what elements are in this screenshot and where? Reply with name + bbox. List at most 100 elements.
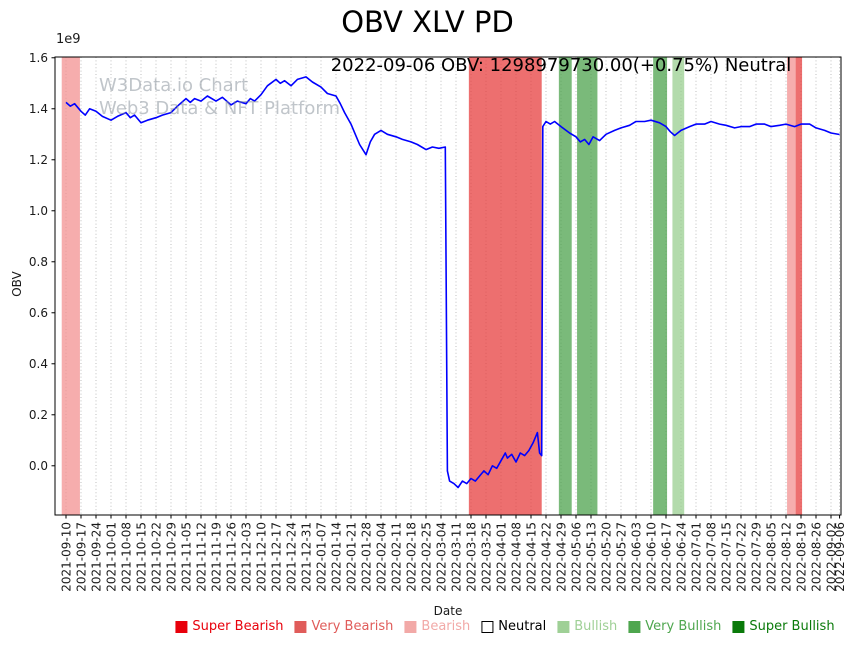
legend-swatch-bullish: [557, 620, 570, 633]
legend-swatch-very_bullish: [628, 620, 641, 633]
x-tick-label: 2021-12-31: [300, 522, 314, 592]
x-tick-label: 2022-07-08: [705, 522, 719, 592]
x-tick-label: 2022-02-04: [375, 522, 389, 592]
x-tick-label: 2022-06-10: [645, 522, 659, 592]
x-tick-label: 2021-12-17: [270, 522, 284, 592]
y-axis-title: OBV: [10, 271, 24, 297]
x-tick-label: 2021-10-29: [165, 522, 179, 592]
x-tick-label: 2021-10-22: [150, 522, 164, 592]
legend-item-super_bullish: Super Bullish: [732, 619, 835, 634]
x-tick-label: 2021-10-08: [120, 522, 134, 592]
x-tick-label: 2022-07-22: [735, 522, 749, 592]
legend-label: Super Bullish: [749, 619, 835, 634]
x-tick-label: 2021-11-19: [210, 522, 224, 592]
x-tick-label: 2022-01-21: [345, 522, 359, 592]
y-tick-label: 0.2: [29, 408, 48, 422]
legend-label: Super Bearish: [192, 619, 284, 634]
legend-swatch-neutral: [481, 620, 494, 633]
legend-label: Very Bearish: [311, 619, 394, 634]
x-tick-label: 2022-03-04: [435, 522, 449, 592]
y-axis-offset-label: 1e9: [56, 32, 81, 47]
y-tick-label: 0.8: [29, 255, 48, 269]
band-very_bullish: [558, 57, 572, 515]
legend-item-bearish: Bearish: [404, 619, 470, 634]
y-tick-label: 0.4: [29, 357, 48, 371]
x-tick-label: 2022-08-05: [765, 522, 779, 592]
x-tick-label: 2022-01-14: [330, 522, 344, 592]
watermark-line1: W3Data.io Chart: [99, 75, 249, 96]
x-tick-label: 2021-09-17: [75, 522, 89, 592]
x-tick-label: 2021-11-12: [195, 522, 209, 592]
band-bullish: [672, 57, 685, 515]
x-tick-label: 2021-10-15: [135, 522, 149, 592]
x-tick-label: 2022-05-20: [600, 522, 614, 592]
x-tick-label: 2021-09-24: [90, 522, 104, 592]
x-tick-label: 2022-02-18: [405, 522, 419, 592]
legend-swatch-very_bearish: [294, 620, 307, 633]
x-tick-label: 2022-05-06: [570, 522, 584, 592]
x-tick-label: 2022-08-19: [795, 522, 809, 592]
legend-swatch-bearish: [404, 620, 417, 633]
chart-title: OBV XLV PD: [341, 5, 514, 39]
y-tick-label: 0.6: [29, 306, 48, 320]
band-very_bearish: [795, 57, 803, 515]
band-bearish: [787, 57, 796, 515]
x-tick-label: 2022-09-06: [833, 522, 847, 592]
legend-label: Very Bullish: [645, 619, 722, 634]
x-tick-label: 2022-03-18: [465, 522, 479, 592]
watermark-line2: Web3 Data & NFT Platform: [99, 98, 341, 119]
x-tick-label: 2022-04-01: [495, 522, 509, 592]
y-tick-label: 0.0: [29, 459, 48, 473]
band-very_bullish: [653, 57, 668, 515]
legend: Super Bearish Very Bearish Bearish Neutral B…: [175, 619, 835, 634]
x-tick-label: 2021-11-26: [225, 522, 239, 592]
x-tick-label: 2022-02-25: [420, 522, 434, 592]
x-tick-label: 2022-06-03: [630, 522, 644, 592]
x-tick-label: 2022-04-08: [510, 522, 524, 592]
legend-item-bullish: Bullish: [557, 619, 617, 634]
x-tick-label: 2022-08-26: [810, 522, 824, 592]
y-tick-label: 1.4: [29, 102, 48, 116]
x-tick-label: 2021-11-05: [180, 522, 194, 592]
x-tick-label: 2022-04-22: [540, 522, 554, 592]
x-tick-label: 2021-09-10: [60, 522, 74, 592]
legend-label: Bearish: [421, 619, 471, 634]
legend-item-super_bearish: Super Bearish: [175, 619, 284, 634]
y-tick-label: 1.0: [29, 204, 48, 218]
x-tick-label: 2022-01-07: [315, 522, 329, 592]
x-tick-label: 2022-09-02: [825, 522, 839, 592]
x-tick-label: 2021-10-01: [105, 522, 119, 592]
x-tick-label: 2022-05-27: [615, 522, 629, 592]
x-tick-label: 2022-03-11: [450, 522, 464, 592]
y-tick-label: 1.6: [29, 51, 48, 65]
band-very_bearish: [468, 57, 542, 515]
x-tick-label: 2022-06-24: [675, 522, 689, 592]
x-tick-label: 2022-04-29: [555, 522, 569, 592]
x-tick-label: 2022-07-29: [750, 522, 764, 592]
plot-frame: [54, 56, 842, 516]
chart-subtitle: 2022-09-06 OBV: 1298979730.00(+0.75%) Ne…: [330, 55, 792, 76]
band-bearish: [61, 57, 80, 515]
x-tick-label: 2022-03-25: [480, 522, 494, 592]
x-tick-label: 2022-05-13: [585, 522, 599, 592]
legend-item-neutral: Neutral: [481, 619, 546, 634]
y-tick-label: 1.2: [29, 153, 48, 167]
watermark: W3Data.io Chart Web3 Data & NFT Platform: [99, 74, 340, 120]
x-tick-label: 2022-04-15: [525, 522, 539, 592]
x-tick-label: 2022-08-12: [780, 522, 794, 592]
x-tick-label: 2022-01-28: [360, 522, 374, 592]
x-tick-label: 2022-07-15: [720, 522, 734, 592]
x-tick-label: 2022-02-11: [390, 522, 404, 592]
x-tick-label: 2021-12-24: [285, 522, 299, 592]
x-tick-label: 2021-12-03: [240, 522, 254, 592]
legend-item-very_bearish: Very Bearish: [294, 619, 394, 634]
legend-label: Neutral: [498, 619, 547, 634]
legend-label: Bullish: [574, 619, 618, 634]
legend-swatch-super_bullish: [732, 620, 745, 633]
x-tick-label: 2021-12-10: [255, 522, 269, 592]
band-very_bullish: [577, 57, 598, 515]
legend-swatch-super_bearish: [175, 620, 188, 633]
x-tick-label: 2022-06-17: [660, 522, 674, 592]
